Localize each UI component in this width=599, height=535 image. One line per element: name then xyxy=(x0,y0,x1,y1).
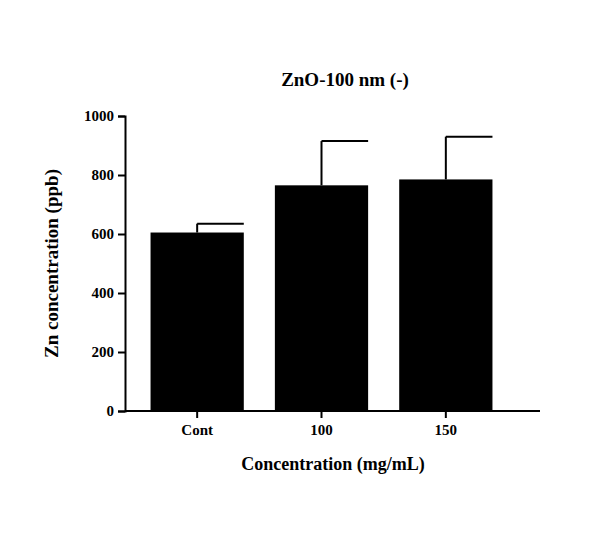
x-axis-line xyxy=(125,410,540,412)
title: ZnO-100 nm (-) xyxy=(281,69,409,91)
x-tick-label: Cont xyxy=(181,422,213,438)
error-stem xyxy=(321,141,323,185)
x-tick-label: 150 xyxy=(435,422,458,438)
error-cap xyxy=(197,223,244,225)
x-tick-mark xyxy=(445,411,447,418)
x-axis: Cont 100 150 xyxy=(125,411,540,438)
y-tick-label: 800 xyxy=(92,167,115,183)
x-axis-title: Concentration (mg/mL) xyxy=(241,454,424,475)
error-cap xyxy=(322,140,369,142)
x-tick: 150 xyxy=(435,411,458,438)
y-tick-mark xyxy=(118,352,125,354)
plot-area xyxy=(151,137,493,411)
x-tick: 100 xyxy=(310,411,333,438)
error-bar xyxy=(446,137,493,180)
error-bar xyxy=(322,141,369,185)
y-tick-mark xyxy=(118,234,125,236)
y-tick: 800 xyxy=(92,167,126,183)
y-tick: 400 xyxy=(92,285,126,301)
y-tick-label: 0 xyxy=(107,403,115,419)
y-tick-label: 200 xyxy=(92,344,115,360)
y-tick-label: 1000 xyxy=(84,108,114,124)
y-tick-label: 600 xyxy=(92,226,115,242)
y-tick-mark xyxy=(118,293,125,295)
x-tick: Cont xyxy=(181,411,213,438)
bar xyxy=(151,233,244,411)
y-tick-mark xyxy=(118,175,125,177)
y-tick: 200 xyxy=(92,344,126,360)
y-tick: 600 xyxy=(92,226,126,242)
x-tick-label: 100 xyxy=(310,422,333,438)
bar xyxy=(275,185,368,411)
error-bar xyxy=(197,224,244,233)
y-axis-title: Zn concentration (ppb) xyxy=(41,169,63,358)
error-stem xyxy=(196,224,198,233)
y-tick-mark xyxy=(118,116,125,118)
chart: 0 200 400 600 800 1000 Cont 100 150 ZnO-100 nm (-… xyxy=(0,0,599,535)
y-tick-label: 400 xyxy=(92,285,115,301)
y-tick-mark xyxy=(118,411,125,413)
y-axis-line xyxy=(118,117,126,412)
y-tick: 1000 xyxy=(84,108,125,124)
bar xyxy=(399,179,492,411)
x-tick-mark xyxy=(321,411,323,418)
error-stem xyxy=(445,137,447,180)
y-axis: 0 200 400 600 800 1000 xyxy=(84,108,126,419)
error-cap xyxy=(446,136,493,138)
x-tick-mark xyxy=(196,411,198,418)
y-tick: 0 xyxy=(107,403,126,419)
